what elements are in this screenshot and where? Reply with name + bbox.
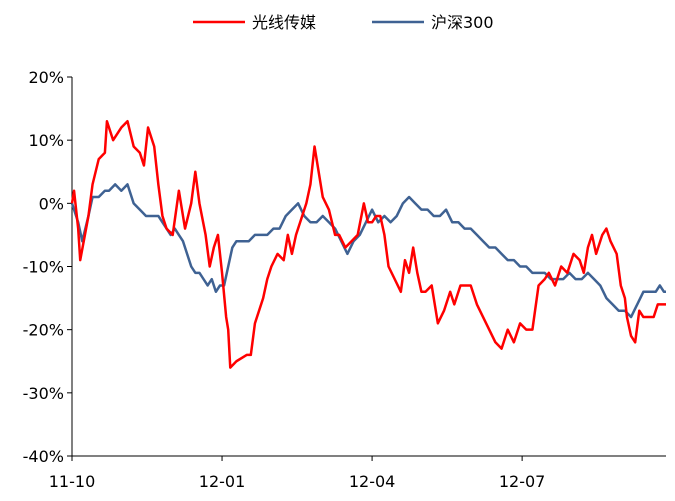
y-tick-label: -20% xyxy=(23,321,64,340)
y-tick-label: -30% xyxy=(23,384,64,403)
x-tick-label: 11-10 xyxy=(49,472,96,491)
y-tick-label: -10% xyxy=(23,258,64,277)
y-axis: 20% 10% 0% -10% -20% -30% -40% xyxy=(23,68,73,466)
y-tick-label: 20% xyxy=(28,68,64,87)
y-tick-label: 0% xyxy=(39,194,64,213)
legend-label-series-1: 沪深300 xyxy=(431,13,494,32)
legend-label-series-0: 光线传媒 xyxy=(252,13,316,32)
x-axis: 11-10 12-01 12-04 12-07 xyxy=(49,455,666,491)
y-tick-label: -40% xyxy=(23,447,64,466)
legend: 光线传媒 沪深300 xyxy=(193,13,494,32)
x-tick-label: 12-04 xyxy=(349,472,396,491)
x-tick-label: 12-07 xyxy=(499,472,546,491)
plot-area xyxy=(70,119,666,369)
y-tick-label: 10% xyxy=(28,131,64,150)
x-tick-label: 12-01 xyxy=(199,472,246,491)
series-line-0 xyxy=(70,119,666,369)
